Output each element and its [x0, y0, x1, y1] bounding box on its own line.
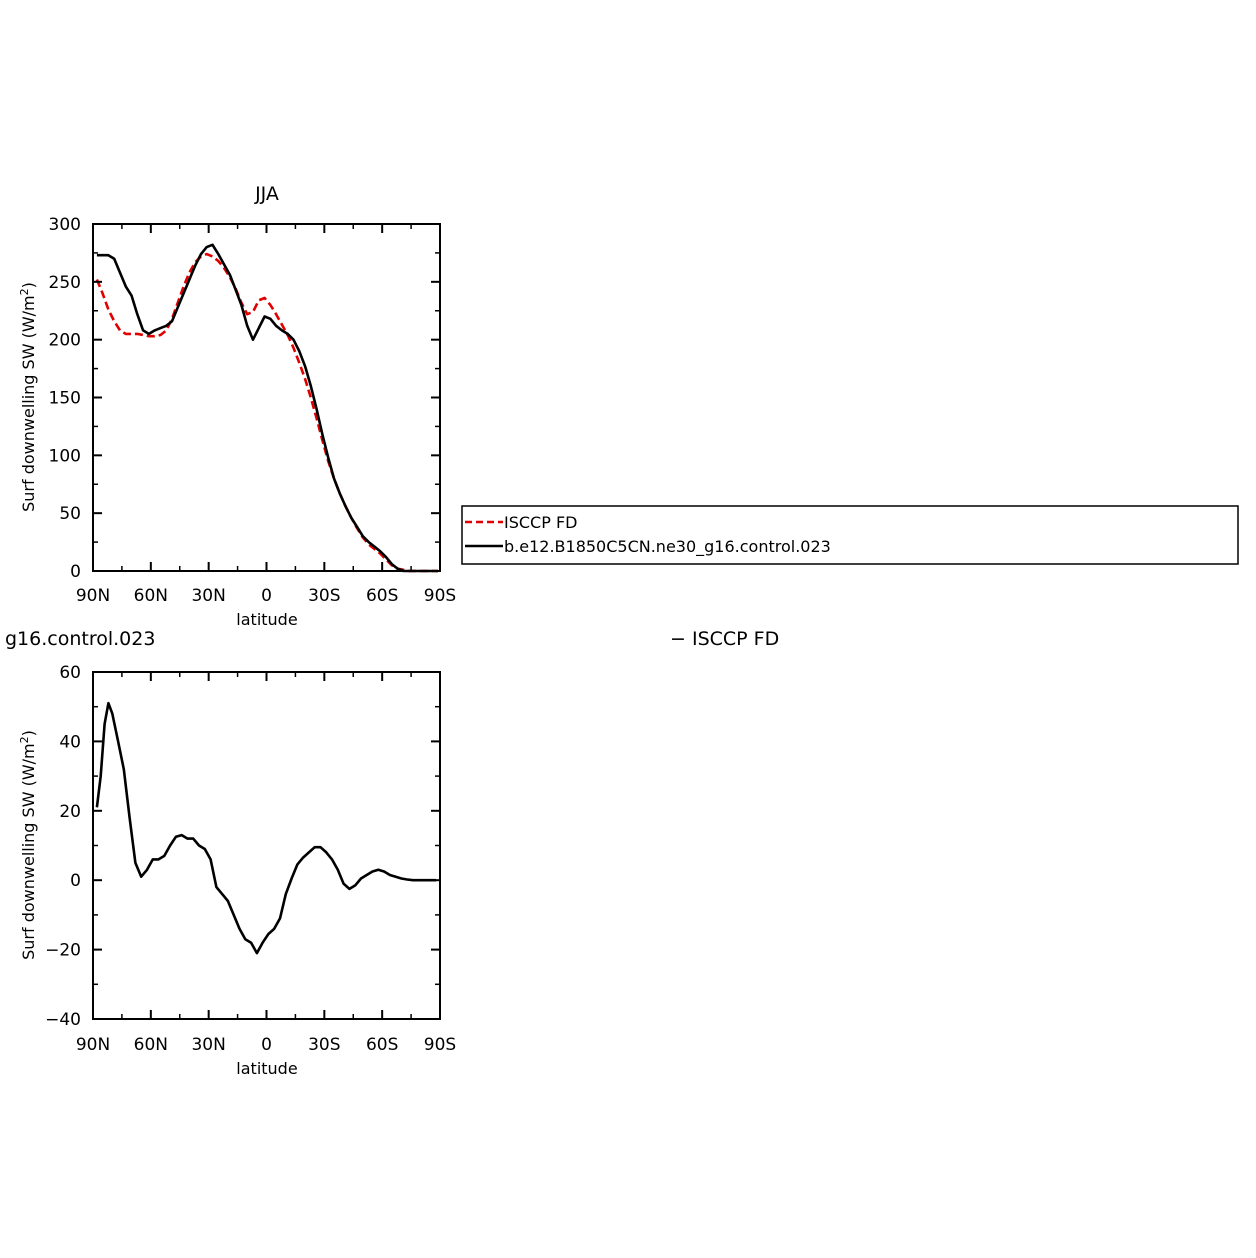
bottom-plot-x-tick-label: 90N: [76, 1035, 110, 1055]
top-plot-y-ticks: 0 50 100 150 200 250 300: [49, 215, 440, 582]
top-plot-series-group: [95, 243, 439, 573]
top-plot-x-tick-label: 90S: [424, 586, 456, 606]
bottom-plot-left-label: g16.control.023: [5, 628, 155, 650]
bottom-plot-x-tick-label: 90S: [424, 1035, 456, 1055]
top-plot-x-tick-label: 30S: [308, 586, 340, 606]
bottom-plot: g16.control.023 − ISCCP FD −40 −20 0 20 40 60…: [5, 628, 779, 1078]
top-plot-y-tick-label: 0: [70, 562, 81, 582]
top-plot-y-tick-label: 50: [59, 504, 81, 524]
top-plot-x-tick-label: 60S: [366, 586, 398, 606]
bottom-plot-center-label: − ISCCP FD: [670, 628, 779, 650]
top-plot-y-tick-label: 100: [49, 446, 81, 466]
top-plot-y-tick-label: 250: [49, 273, 81, 293]
bottom-plot-x-tick-label: 60N: [134, 1035, 168, 1055]
bottom-plot-y-tick-label: 0: [70, 871, 81, 891]
bottom-plot-y-tick-label: −40: [45, 1010, 81, 1030]
top-plot-x-label: latitude: [236, 610, 297, 629]
top-plot-frame: [92, 223, 441, 572]
bottom-plot-x-tick-label: 30S: [308, 1035, 340, 1055]
bottom-plot-y-label: Surf downwelling SW (W/m2): [18, 730, 39, 960]
bottom-plot-x-tick-label: 60S: [366, 1035, 398, 1055]
legend: ISCCP FD b.e12.B1850C5CN.ne30_g16.contro…: [461, 505, 1239, 565]
top-plot-series-line-1: [96, 243, 439, 573]
bottom-plot-x-label: latitude: [236, 1059, 297, 1078]
top-plot-y-tick-label: 150: [49, 389, 81, 409]
top-plot-x-ticks: 90N 60N 30N 0 30S 60S 90S: [76, 224, 456, 606]
bottom-plot-x-tick-label: 0: [261, 1035, 272, 1055]
bottom-plot-x-tick-label: 30N: [191, 1035, 225, 1055]
bottom-plot-y-ticks: −40 −20 0 20 40 60: [45, 663, 440, 1030]
top-plot-title: JJA: [254, 183, 279, 205]
bottom-plot-frame: [92, 671, 441, 1020]
top-plot-x-tick-label: 60N: [134, 586, 168, 606]
top-plot-y-tick-label: 300: [49, 215, 81, 235]
top-plot-series-line-0: [95, 252, 439, 573]
legend-box: [461, 505, 1239, 565]
top-plot-x-tick-label: 0: [261, 586, 272, 606]
top-plot-x-tick-label: 30N: [191, 586, 225, 606]
bottom-plot-series-line-0: [95, 701, 437, 955]
top-plot-y-label: Surf downwelling SW (W/m2): [18, 282, 39, 512]
bottom-plot-series-group: [95, 701, 437, 955]
bottom-plot-y-tick-label: 60: [59, 663, 81, 683]
legend-label-isccp: ISCCP FD: [504, 513, 577, 532]
bottom-plot-y-tick-label: 40: [59, 732, 81, 752]
bottom-plot-x-ticks: 90N 60N 30N 0 30S 60S 90S: [76, 672, 456, 1055]
top-plot-x-tick-label: 90N: [76, 586, 110, 606]
bottom-plot-y-tick-label: −20: [45, 941, 81, 961]
legend-label-model: b.e12.B1850C5CN.ne30_g16.control.023: [504, 537, 831, 557]
bottom-plot-y-tick-label: 20: [59, 802, 81, 822]
top-plot-y-tick-label: 200: [49, 331, 81, 351]
